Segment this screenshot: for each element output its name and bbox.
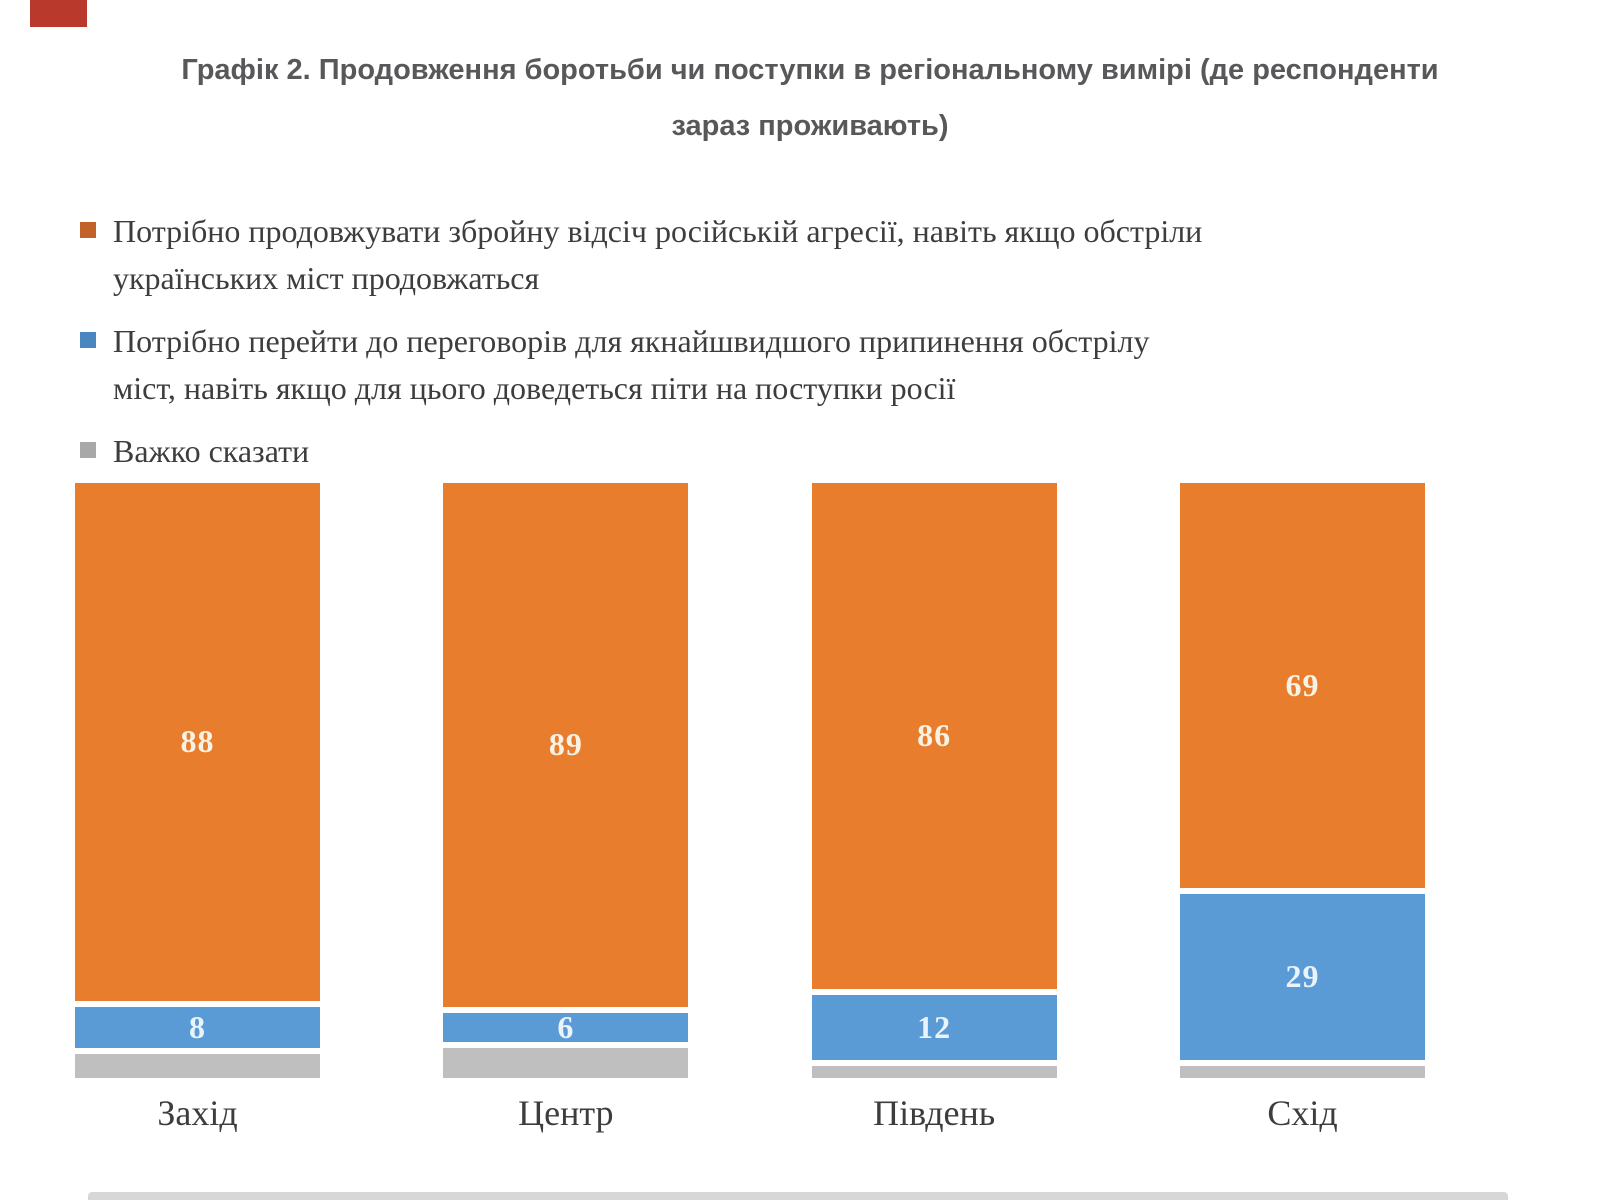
legend-item-text: Потрібно продовжувати збройну відсіч рос… (113, 208, 1202, 302)
bar-segment-series3 (75, 1054, 320, 1078)
category-label-3: Південь (873, 1093, 996, 1133)
red-corner-badge (30, 0, 87, 27)
bar-value-label: 12 (917, 1008, 952, 1045)
bar-segment-series3 (1179, 1066, 1425, 1078)
bar-segment-series3 (443, 1048, 689, 1078)
bar-segment-series1: 88 (75, 483, 320, 1007)
gray-square-icon (80, 442, 96, 458)
legend-label-line: Потрібно перейти до переговорів для якна… (113, 323, 1150, 359)
bar-segment-series2: 6 (443, 1012, 689, 1049)
bar-value-label: 6 (557, 1012, 575, 1045)
category-label-2: Центр (518, 1093, 614, 1133)
category-label-4: Схід (1267, 1093, 1338, 1133)
stacked-bar-2: 89 6 (443, 483, 689, 1078)
bar-value-label: 8 (189, 1008, 206, 1045)
stacked-bar-plot: 88 8 89 6 86 12 69 29 (75, 483, 1425, 1078)
legend-label-line: Потрібно продовжувати збройну відсіч рос… (113, 213, 1203, 249)
bar-value-label: 29 (1285, 958, 1320, 995)
legend-item-1: Потрібно продовжувати збройну відсіч рос… (80, 208, 1500, 302)
bar-segment-series1: 86 (811, 483, 1057, 995)
chart-legend: Потрібно продовжувати збройну відсіч рос… (80, 208, 1500, 491)
legend-item-text: Важко сказати (113, 428, 309, 475)
stacked-bar-1: 88 8 (75, 483, 320, 1078)
bar-value-label: 69 (1285, 666, 1320, 703)
legend-item-3: Важко сказати (80, 428, 1500, 475)
bar-segment-series1: 89 (443, 483, 689, 1013)
stacked-bar-3: 86 12 (811, 483, 1057, 1078)
legend-label-line: Важко сказати (113, 433, 310, 469)
legend-label-line: міст, навіть якщо для цього доведеться п… (113, 370, 956, 406)
bottom-edge-artifact (88, 1192, 1508, 1200)
chart-title-line2: зараз проживають) (671, 110, 949, 142)
bar-segment-series2: 29 (1179, 893, 1425, 1067)
bar-segment-series3 (811, 1066, 1057, 1078)
bar-segment-series1: 69 (1179, 483, 1425, 894)
bar-segment-series2: 8 (75, 1006, 320, 1055)
bar-value-label: 86 (917, 717, 952, 754)
bar-value-label: 89 (548, 726, 583, 763)
chart-title-line1: Графік 2. Продовження боротьби чи поступ… (181, 54, 1439, 86)
orange-square-icon (80, 222, 96, 238)
bar-segment-series2: 12 (811, 994, 1057, 1067)
stacked-bar-4: 69 29 (1179, 483, 1425, 1078)
legend-item-text: Потрібно перейти до переговорів для якна… (113, 318, 1149, 412)
x-axis-labels: Захід Центр Південь Схід (75, 1092, 1425, 1134)
legend-label-line: українських міст продовжаться (113, 260, 540, 296)
legend-item-2: Потрібно перейти до переговорів для якна… (80, 318, 1500, 412)
chart-title: Графік 2. Продовження боротьби чи поступ… (40, 42, 1580, 154)
category-label-1: Захід (157, 1093, 238, 1133)
blue-square-icon (80, 332, 96, 348)
bar-value-label: 88 (180, 723, 215, 760)
